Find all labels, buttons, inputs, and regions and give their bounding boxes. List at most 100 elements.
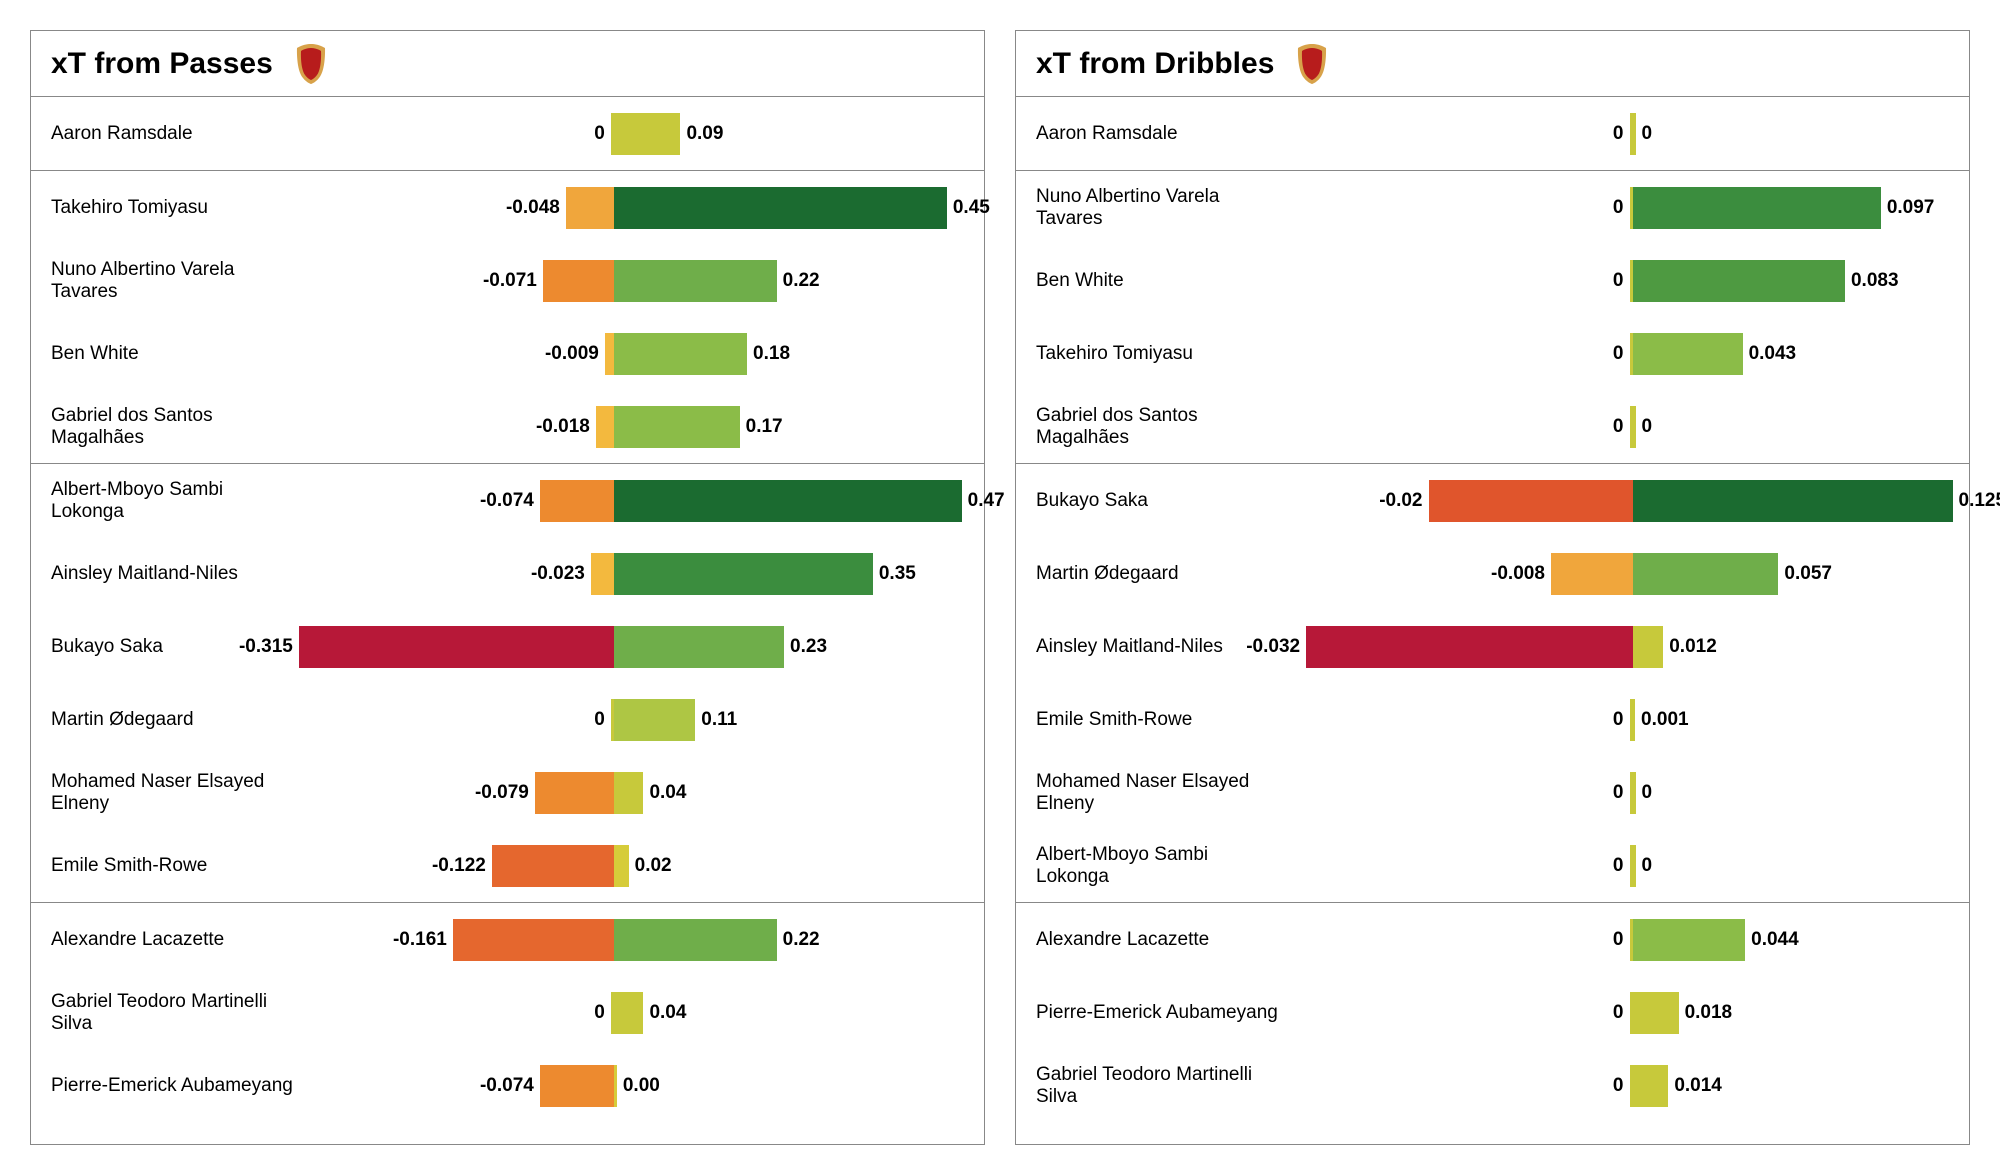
value-positive: 0.04: [649, 782, 686, 804]
bar-positive: [1633, 406, 1636, 448]
bar-cell: -0.1220.02: [311, 829, 984, 902]
bar-cell: -0.074 0.00: [311, 1049, 984, 1122]
bar-positive: [614, 113, 681, 155]
player-name: Martin Ødegaard: [31, 709, 311, 731]
player-row: Aaron Ramsdale00: [1016, 97, 1969, 170]
player-name: Gabriel dos Santos Magalhães: [1016, 405, 1296, 449]
value-negative: -0.009: [545, 343, 599, 365]
value-positive: 0.083: [1851, 270, 1899, 292]
bar-cell: 00: [1296, 829, 1969, 902]
player-name: Takehiro Tomiyasu: [31, 197, 311, 219]
value-positive: 0.22: [783, 270, 820, 292]
value-positive: 0.09: [686, 123, 723, 145]
bar-cell: 00.04: [311, 976, 984, 1049]
value-negative: -0.023: [531, 563, 585, 585]
bar-negative: [591, 553, 614, 595]
player-row: Gabriel dos Santos Magalhães00: [1016, 390, 1969, 463]
player-row: Nuno Albertino Varela Tavares00.097: [1016, 171, 1969, 244]
player-row: Ben White-0.0090.18: [31, 317, 984, 390]
player-row: Takehiro Tomiyasu00.043: [1016, 317, 1969, 390]
bar-positive: [1633, 113, 1636, 155]
player-name: Nuno Albertino Varela Tavares: [31, 259, 311, 303]
bar-positive: [1633, 187, 1881, 229]
group: Alexandre Lacazette-0.1610.22Gabriel Teo…: [31, 903, 984, 1122]
value-positive: 0.04: [649, 1002, 686, 1024]
bar-positive: [614, 187, 947, 229]
bar-negative: [299, 626, 614, 668]
value-negative: 0: [1613, 1075, 1624, 1097]
bar-positive: [1633, 1065, 1669, 1107]
bar-cell: -0.023 0.35: [311, 537, 984, 610]
player-name: Emile Smith-Rowe: [1016, 709, 1296, 731]
value-positive: 0.23: [790, 636, 827, 658]
bar-cell: -0.0790.04: [311, 756, 984, 829]
bar-positive: [614, 333, 747, 375]
bar-cell: 00.09: [311, 97, 984, 170]
team-crest-icon: [293, 42, 329, 86]
bar-positive: [1633, 699, 1636, 741]
bar-negative: [540, 480, 614, 522]
player-row: Martin Ødegaard00.11: [31, 683, 984, 756]
value-positive: 0.001: [1641, 709, 1689, 731]
bar-cell: -0.0710.22: [311, 244, 984, 317]
bar-positive: [614, 406, 740, 448]
bar-cell: 00: [1296, 756, 1969, 829]
player-name: Ben White: [31, 343, 311, 365]
bar-negative: [1551, 553, 1633, 595]
player-name: Gabriel Teodoro Martinelli Silva: [1016, 1064, 1296, 1108]
player-row: Martin Ødegaard-0.0080.057: [1016, 537, 1969, 610]
player-name: Gabriel dos Santos Magalhães: [31, 405, 311, 449]
value-positive: 0.125: [1959, 490, 2000, 512]
panel-dribbles: xT from Dribbles Aaron Ramsdale00Nuno Al…: [1015, 30, 1970, 1145]
value-negative: 0: [594, 709, 605, 731]
bar-cell: 0 0.043: [1296, 317, 1969, 390]
player-name: Bukayo Saka: [1016, 490, 1296, 512]
player-name: Ben White: [1016, 270, 1296, 292]
value-positive: 0.00: [623, 1075, 660, 1097]
bar-positive: [1633, 919, 1746, 961]
player-row: Gabriel dos Santos Magalhães-0.0180.17: [31, 390, 984, 463]
bar-positive: [1633, 626, 1664, 668]
value-negative: 0: [1613, 1002, 1624, 1024]
bar-positive: [614, 626, 784, 668]
bar-negative: [1306, 626, 1632, 668]
bar-cell: -0.0080.057: [1296, 537, 1969, 610]
player-row: Aaron Ramsdale00.09: [31, 97, 984, 170]
bar-positive: [1633, 772, 1636, 814]
value-positive: 0: [1642, 123, 1653, 145]
player-name: Alexandre Lacazette: [1016, 929, 1296, 951]
bar-positive: [1633, 480, 1953, 522]
bar-cell: -0.0740.47: [311, 464, 984, 537]
value-negative: -0.074: [480, 1075, 534, 1097]
group: Alexandre Lacazette00.044Pierre-Emerick …: [1016, 903, 1969, 1122]
value-positive: 0.012: [1669, 636, 1717, 658]
player-row: Mohamed Naser Elsayed Elneny00: [1016, 756, 1969, 829]
player-name: Albert-Mboyo Sambi Lokonga: [1016, 844, 1296, 888]
value-positive: 0.47: [968, 490, 1005, 512]
bar-negative: [605, 333, 614, 375]
panel-header: xT from Dribbles: [1016, 31, 1969, 97]
value-negative: -0.122: [432, 855, 486, 877]
bar-positive: [1633, 553, 1779, 595]
bar-cell: 00.11: [311, 683, 984, 756]
bar-negative: [453, 919, 614, 961]
player-row: Ainsley Maitland-Niles-0.0320.012: [1016, 610, 1969, 683]
bar-positive: [614, 845, 629, 887]
value-negative: 0: [1613, 782, 1624, 804]
bar-positive: [614, 553, 873, 595]
value-positive: 0.043: [1749, 343, 1797, 365]
player-name: Mohamed Naser Elsayed Elneny: [1016, 771, 1296, 815]
player-row: Alexandre Lacazette-0.1610.22: [31, 903, 984, 976]
value-negative: 0: [1613, 343, 1624, 365]
value-negative: -0.161: [393, 929, 447, 951]
value-negative: -0.048: [506, 197, 560, 219]
bar-positive: [1633, 992, 1679, 1034]
value-negative: 0: [594, 1002, 605, 1024]
player-row: Pierre-Emerick Aubameyang-0.0740.00: [31, 1049, 984, 1122]
panel-body-passes: Aaron Ramsdale00.09 Takehiro Tomiyasu -0.0…: [31, 97, 984, 1122]
group: Aaron Ramsdale00.09: [31, 97, 984, 171]
player-name: Nuno Albertino Varela Tavares: [1016, 186, 1296, 230]
value-positive: 0.45: [953, 197, 990, 219]
value-positive: 0.35: [879, 563, 916, 585]
player-name: Albert-Mboyo Sambi Lokonga: [31, 479, 311, 523]
